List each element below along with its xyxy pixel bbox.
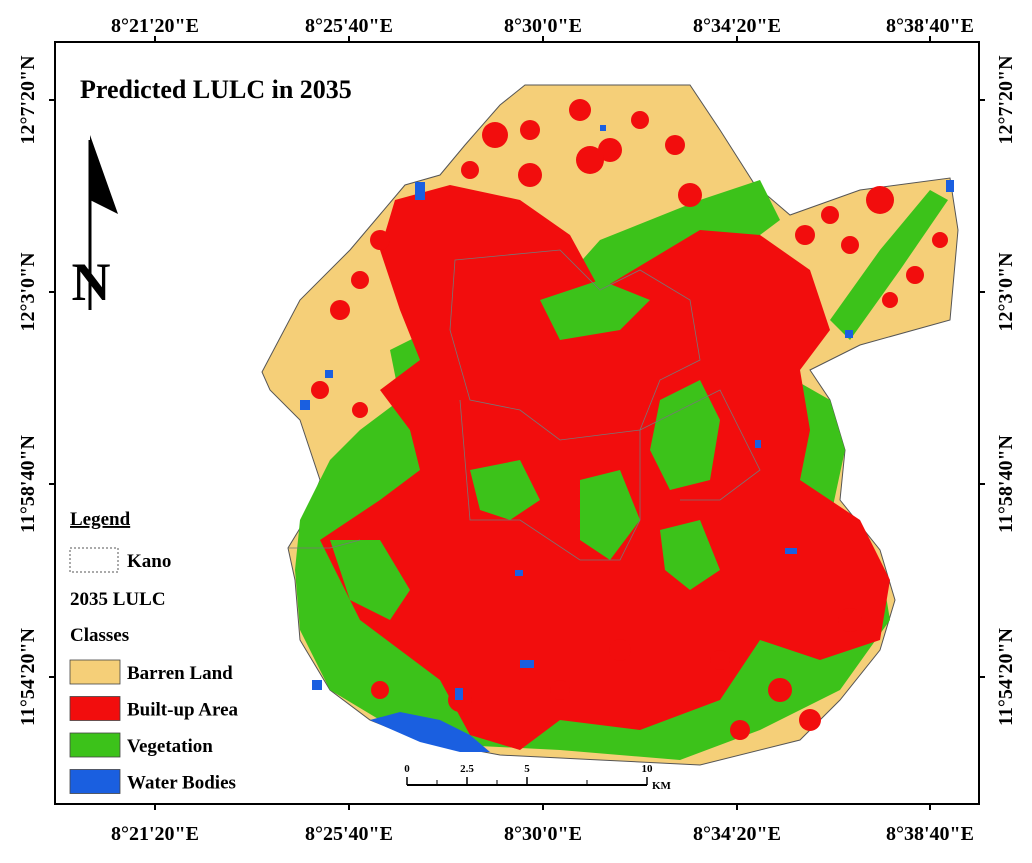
- latitude-label: 12°3'0"N: [17, 252, 39, 332]
- built-up-area: [320, 185, 890, 750]
- legend-subtitle: 2035 LULC: [70, 589, 166, 610]
- legend-swatch: [69, 732, 121, 758]
- map-title: Predicted LULC in 2035: [80, 75, 352, 104]
- ward-boundaries: [288, 249, 761, 561]
- scale-tick-label: 10: [642, 763, 654, 775]
- vegetation: [470, 460, 540, 520]
- latitude-label: 11°58'40"N: [995, 434, 1017, 533]
- longitude-label: 8°30'0"E: [504, 15, 582, 37]
- legend-label: Built-up Area: [127, 700, 239, 721]
- scale-bar: KM 0 2.5 5 10: [404, 763, 671, 792]
- water-bodies: [300, 125, 954, 752]
- latitude-label: 12°7'20"N: [17, 55, 39, 145]
- vegetation: [660, 520, 720, 590]
- legend-title: Legend: [70, 509, 131, 530]
- latitude-label: 11°58'40"N: [17, 434, 39, 533]
- scale-tick-label: 2.5: [460, 763, 474, 775]
- latitude-label: 11°54'20"N: [17, 627, 39, 726]
- scale-tick-label: 5: [524, 763, 530, 775]
- legend: Legend Kano 2035 LULC Classes Barren Lan…: [69, 509, 239, 794]
- latitude-label: 12°7'20"N: [995, 55, 1017, 145]
- longitude-label: 8°21'20"E: [111, 15, 199, 37]
- longitude-label: 8°34'20"E: [693, 823, 781, 845]
- vegetation: [830, 190, 948, 340]
- legend-swatch: [69, 696, 121, 721]
- latitude-label: 11°54'20"N: [995, 627, 1017, 726]
- classes-title: Classes: [70, 625, 129, 646]
- legend-swatch: [69, 769, 121, 794]
- longitude-label: 8°25'40"E: [305, 823, 393, 845]
- legend-label: Barren Land: [127, 663, 233, 684]
- longitude-label: 8°34'20"E: [693, 15, 781, 37]
- longitude-label: 8°30'0"E: [504, 823, 582, 845]
- lulc-map: [261, 84, 959, 766]
- north-label: N: [72, 252, 111, 312]
- vegetation: [580, 470, 640, 560]
- longitude-label: 8°21'20"E: [111, 823, 199, 845]
- boundary-swatch: [69, 547, 119, 573]
- longitude-label: 8°38'40"E: [886, 15, 974, 37]
- longitude-label: 8°25'40"E: [305, 15, 393, 37]
- vegetation: [330, 540, 410, 620]
- latitude-label: 12°3'0"N: [995, 252, 1017, 332]
- boundary-label: Kano: [127, 551, 171, 572]
- legend-swatch: [69, 659, 121, 685]
- longitude-label: 8°38'40"E: [886, 823, 974, 845]
- north-arrow: N: [72, 135, 118, 312]
- vegetation: [540, 280, 650, 340]
- graticule-ticks: [49, 36, 985, 810]
- scale-unit: KM: [652, 780, 672, 792]
- legend-label: Vegetation: [127, 736, 213, 757]
- scale-tick-label: 0: [404, 763, 410, 775]
- legend-label: Water Bodies: [127, 773, 236, 794]
- vegetation: [650, 380, 720, 490]
